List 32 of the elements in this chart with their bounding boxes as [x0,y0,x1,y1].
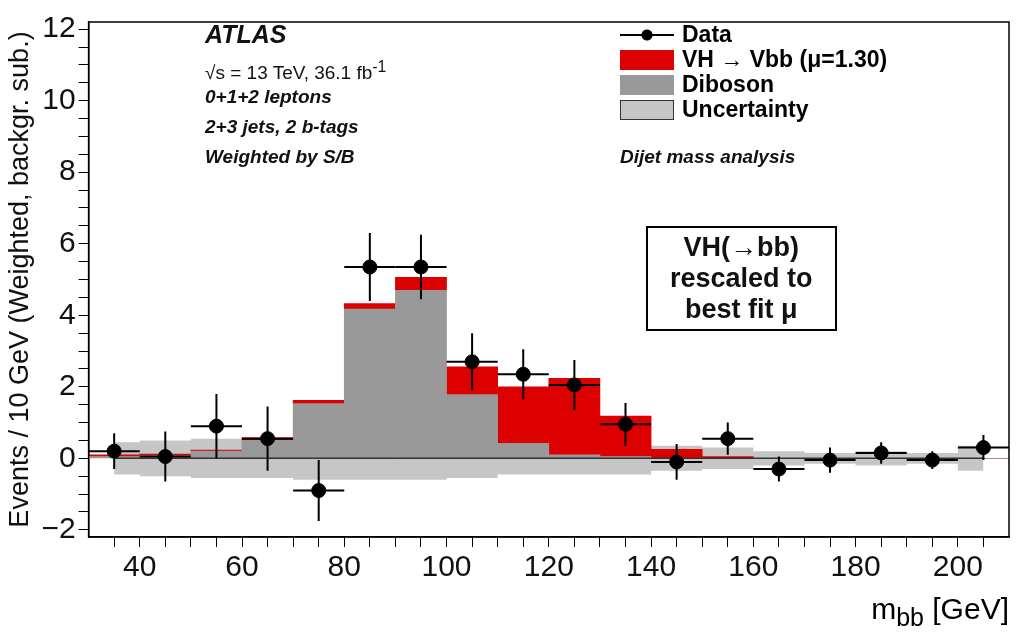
bar [343,303,396,310]
legend-label: Uncertainty [682,96,809,122]
x-axis-title: m$_{bb}$ [GeV] [871,592,1009,632]
annotation: √s = 13 TeV, 36.1 fb$^{-1}$ [205,58,387,85]
annotation: 2+3 jets, 2 b-tags [205,116,359,138]
bar [395,277,447,291]
y-tick-label: −2 [41,511,76,545]
y-tick-label: 6 [58,225,76,258]
x-tick-label: 80 [327,549,361,583]
legend-label: VH → Vbb (μ=1.30) [682,46,888,72]
x-tick-label: 120 [523,549,574,583]
y-tick-label: 12 [42,10,76,44]
x-tick-label: 100 [421,549,472,583]
x-tick-label: 60 [225,549,259,583]
y-tick-label: 2 [58,368,76,402]
annotation: Dijet mass analysis [620,146,796,168]
y-tick-label: 10 [42,81,76,115]
annotation: ATLAS [205,20,287,49]
x-tick-label: 140 [626,549,677,583]
y-tick-label: 4 [58,296,76,330]
legend-label: Diboson [682,71,774,97]
note-box: VH(→bb) rescaled to best fit μ [646,226,837,331]
annotation: 0+1+2 leptons [205,86,332,108]
x-tick-label: 200 [932,549,983,583]
legend-label: Data [682,21,732,47]
x-tick-label: 180 [830,549,881,583]
y-tick-label: 8 [58,153,76,187]
annotation: Weighted by S/B [205,146,355,168]
x-tick-label: 160 [728,549,779,583]
y-tick-label: 0 [58,439,76,473]
y-axis-title: Events / 10 GeV (Weighted, backgr. sub.) [3,31,34,528]
x-tick-label: 40 [123,549,157,583]
